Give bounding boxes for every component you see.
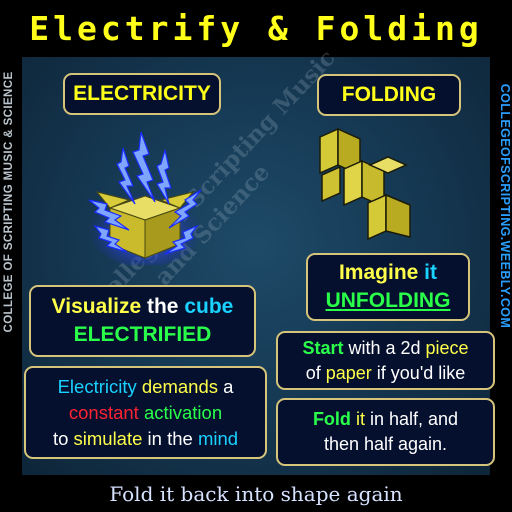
demands-word-8: in the	[147, 427, 193, 449]
demands-word-6: to	[52, 427, 69, 449]
fold-text: Fold it in half, and then half again.	[313, 407, 458, 457]
imagine-word-2: it	[424, 261, 437, 284]
electricity-header: ELECTRICITY	[63, 73, 221, 115]
start-text: Start with a 2d piece of paper if you'd …	[302, 336, 468, 386]
fold-word-4: then half again.	[323, 434, 448, 454]
fold-word-2: it	[355, 409, 365, 429]
electrified-cube-icon	[87, 131, 203, 265]
demands-word-1: Electricity	[57, 375, 137, 397]
demands-word-9: mind	[197, 427, 239, 449]
start-word-2: with a 2d	[348, 337, 421, 358]
start-word-1: Start	[302, 337, 344, 358]
visualize-word-1: Visualize	[51, 295, 142, 318]
folding-header: FOLDING	[317, 74, 461, 116]
start-word-3: piece	[425, 337, 469, 358]
fold-box: Fold it in half, and then half again.	[276, 398, 495, 466]
visualize-box: Visualize the cube ELECTRIFIED	[29, 285, 256, 357]
visualize-word-4: ELECTRIFIED	[73, 323, 212, 346]
side-text-right: COLLEGEOFSCRIPTING.WEEBLY.COM	[498, 83, 512, 329]
visualize-text: Visualize the cube ELECTRIFIED	[52, 293, 234, 349]
demands-word-2: demands	[141, 375, 218, 397]
fold-word-3: in half, and	[369, 409, 459, 429]
electricity-header-label: ELECTRICITY	[73, 82, 211, 105]
page-title: Electrify & Folding	[29, 8, 483, 48]
folded-paper-icon	[319, 127, 411, 241]
imagine-text: Imagine it UNFOLDING	[326, 259, 451, 315]
visualize-word-2: the	[146, 295, 179, 318]
start-word-6: if you'd like	[376, 362, 466, 383]
demands-word-4: constant	[68, 401, 139, 423]
imagine-word-1: Imagine	[338, 261, 419, 284]
demands-word-3: a	[223, 375, 234, 397]
side-text-left: COLLEGE OF SCRIPTING MUSIC & SCIENCE	[3, 71, 15, 333]
imagine-box: Imagine it UNFOLDING	[306, 253, 470, 321]
electricity-demands-box: Electricity demands a constant activatio…	[24, 366, 267, 459]
footer-caption: Fold it back into shape again	[109, 482, 403, 506]
demands-word-7: simulate	[73, 427, 143, 449]
imagine-word-3: UNFOLDING	[325, 289, 451, 312]
demands-word-5: activation	[143, 401, 223, 423]
electricity-demands-text: Electricity demands a constant activatio…	[53, 374, 238, 452]
start-word-5: paper	[325, 362, 372, 383]
folding-header-label: FOLDING	[341, 83, 437, 106]
start-box: Start with a 2d piece of paper if you'd …	[276, 331, 495, 390]
fold-word-1: Fold	[312, 409, 351, 429]
visualize-word-3: cube	[184, 295, 234, 318]
start-word-4: of	[305, 362, 321, 383]
